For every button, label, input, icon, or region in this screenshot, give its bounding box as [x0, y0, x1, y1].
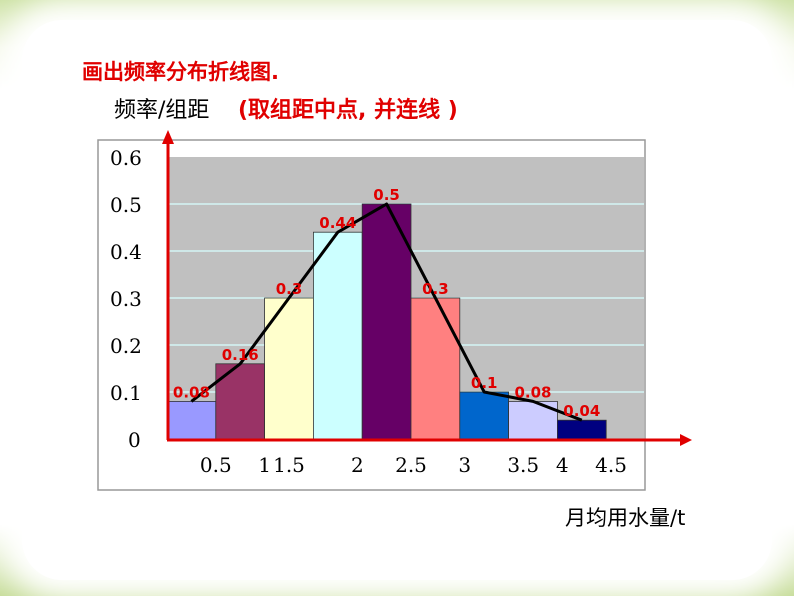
y-tick-label: 0.3 — [110, 287, 142, 311]
y-tick-label: 0.1 — [110, 381, 142, 405]
data-label: 0.44 — [319, 214, 356, 232]
x-tick-label: 1.5 — [273, 453, 305, 477]
instruction-note: (取组距中点, 并连线 ) — [238, 98, 458, 123]
data-label: 0.04 — [563, 402, 600, 420]
y-axis-label: 频率/组距 — [114, 98, 210, 123]
y-tick-label: 0.4 — [110, 240, 142, 264]
x-tick-label: 3.5 — [507, 453, 539, 477]
data-label: 0.08 — [173, 383, 210, 401]
x-tick-label: 1 — [258, 453, 271, 477]
x-axis-arrow-icon — [680, 434, 692, 446]
y-tick-label: 0 — [128, 428, 141, 452]
x-tick-label: 0.5 — [200, 453, 232, 477]
y-tick-label: 0.6 — [110, 146, 142, 170]
x-tick-label: 3 — [458, 453, 471, 477]
histogram-bar — [166, 400, 217, 440]
data-label: 0.3 — [422, 280, 449, 298]
data-label: 0.1 — [471, 374, 498, 392]
x-tick-label: 2 — [351, 453, 364, 477]
slide-heading: 画出频率分布折线图. — [82, 60, 279, 84]
data-label: 0.16 — [222, 346, 259, 364]
x-tick-label: 4 — [556, 453, 569, 477]
x-tick-label: 2.5 — [395, 453, 427, 477]
frequency-polygon-line — [190, 202, 583, 422]
data-label: 0.3 — [276, 280, 303, 298]
y-axis-arrow-icon — [162, 130, 174, 144]
histogram-bar — [459, 391, 509, 440]
y-tick-label: 0.2 — [110, 334, 142, 358]
x-axis-label: 月均用水量/t — [565, 506, 686, 530]
histogram-bar — [361, 203, 412, 440]
y-tick-label: 0.5 — [110, 193, 142, 217]
data-label: 0.5 — [373, 186, 400, 204]
data-label: 0.08 — [514, 383, 551, 401]
x-tick-label: 4.5 — [595, 453, 627, 477]
histogram-bar — [410, 297, 461, 440]
histogram-bar — [312, 231, 363, 440]
histogram-bar — [557, 419, 607, 440]
